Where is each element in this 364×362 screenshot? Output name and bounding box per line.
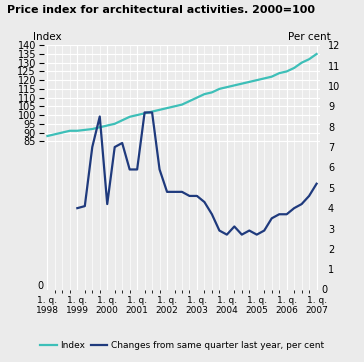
Index — [202, 92, 207, 96]
Changes from same quarter last year, per cent — [269, 216, 274, 220]
Index — [112, 122, 117, 126]
Index — [180, 102, 184, 107]
Changes from same quarter last year, per cent — [225, 232, 229, 237]
Changes from same quarter last year, per cent — [165, 190, 169, 194]
Changes from same quarter last year, per cent — [127, 167, 132, 172]
Index — [135, 113, 139, 117]
Changes from same quarter last year, per cent — [202, 200, 207, 204]
Index — [105, 123, 110, 128]
Index — [127, 115, 132, 119]
Text: Index: Index — [33, 31, 62, 42]
Changes from same quarter last year, per cent — [217, 228, 222, 233]
Changes from same quarter last year, per cent — [292, 206, 296, 210]
Index — [285, 69, 289, 73]
Index — [60, 130, 64, 135]
Changes from same quarter last year, per cent — [262, 228, 266, 233]
Index — [300, 60, 304, 65]
Changes from same quarter last year, per cent — [172, 190, 177, 194]
Changes from same quarter last year, per cent — [195, 194, 199, 198]
Index — [165, 106, 169, 110]
Changes from same quarter last year, per cent — [112, 145, 117, 149]
Changes from same quarter last year, per cent — [142, 110, 147, 115]
Index — [225, 85, 229, 89]
Line: Changes from same quarter last year, per cent: Changes from same quarter last year, per… — [77, 113, 317, 235]
Index — [277, 71, 281, 75]
Changes from same quarter last year, per cent — [120, 141, 124, 145]
Index — [150, 109, 154, 114]
Changes from same quarter last year, per cent — [277, 212, 281, 216]
Changes from same quarter last year, per cent — [180, 190, 184, 194]
Index — [262, 76, 266, 81]
Changes from same quarter last year, per cent — [300, 202, 304, 206]
Changes from same quarter last year, per cent — [98, 114, 102, 119]
Index — [307, 57, 311, 62]
Changes from same quarter last year, per cent — [232, 224, 237, 229]
Index — [269, 75, 274, 79]
Changes from same quarter last year, per cent — [150, 110, 154, 115]
Index — [292, 66, 296, 70]
Index — [314, 52, 319, 56]
Index — [232, 83, 237, 88]
Index — [254, 78, 259, 82]
Index — [247, 80, 252, 84]
Index — [120, 118, 124, 122]
Index — [90, 127, 95, 131]
Index — [98, 125, 102, 130]
Changes from same quarter last year, per cent — [314, 182, 319, 186]
Index — [195, 96, 199, 100]
Changes from same quarter last year, per cent — [210, 212, 214, 216]
Index — [45, 134, 50, 138]
Index — [187, 99, 192, 103]
Changes from same quarter last year, per cent — [240, 232, 244, 237]
Index — [217, 87, 222, 91]
Index — [83, 128, 87, 132]
Changes from same quarter last year, per cent — [187, 194, 192, 198]
Line: Index: Index — [47, 54, 317, 136]
Changes from same quarter last year, per cent — [254, 232, 259, 237]
Index — [157, 108, 162, 112]
Text: Per cent: Per cent — [289, 31, 331, 42]
Index — [240, 81, 244, 86]
Legend: Index, Changes from same quarter last year, per cent: Index, Changes from same quarter last ye… — [37, 338, 327, 354]
Index — [68, 129, 72, 133]
Changes from same quarter last year, per cent — [105, 202, 110, 206]
Changes from same quarter last year, per cent — [307, 194, 311, 198]
Changes from same quarter last year, per cent — [247, 228, 252, 233]
Text: 0: 0 — [37, 281, 44, 291]
Index — [53, 132, 57, 136]
Index — [210, 90, 214, 94]
Index — [142, 111, 147, 115]
Changes from same quarter last year, per cent — [285, 212, 289, 216]
Changes from same quarter last year, per cent — [75, 206, 79, 210]
Changes from same quarter last year, per cent — [83, 204, 87, 208]
Changes from same quarter last year, per cent — [135, 167, 139, 172]
Text: Price index for architectural activities. 2000=100: Price index for architectural activities… — [7, 5, 315, 16]
Index — [172, 104, 177, 109]
Index — [75, 129, 79, 133]
Text: 0: 0 — [321, 285, 327, 295]
Changes from same quarter last year, per cent — [157, 167, 162, 172]
Changes from same quarter last year, per cent — [90, 145, 95, 149]
